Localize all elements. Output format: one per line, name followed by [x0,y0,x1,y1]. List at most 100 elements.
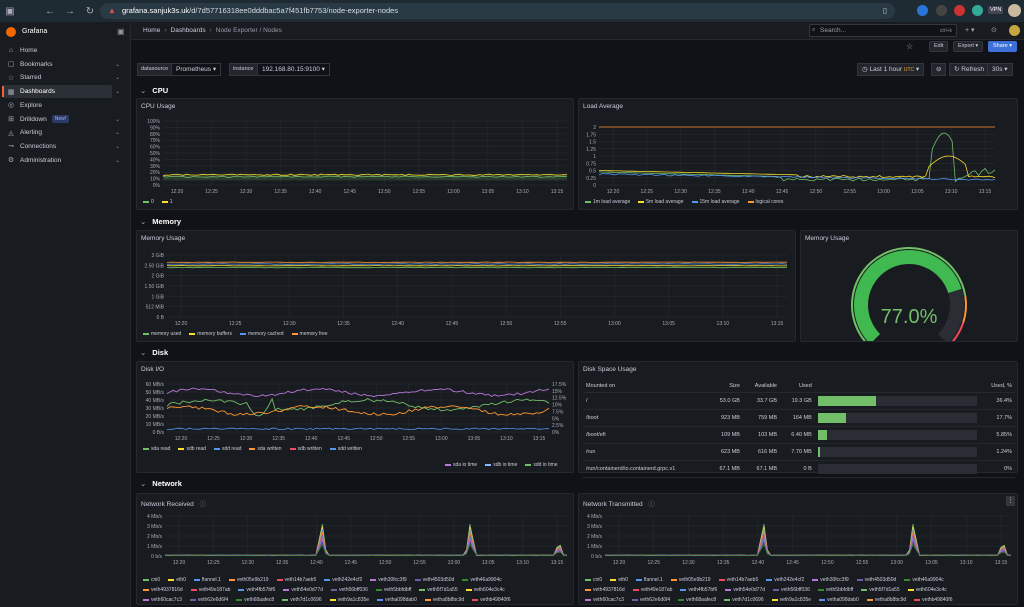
info-icon[interactable]: ⓘ [648,501,655,508]
legend-item[interactable]: memory cached [239,331,284,337]
legend-item[interactable]: veth604e3c4c [465,587,505,593]
legend-item[interactable]: sda written [249,446,282,452]
legend-item[interactable]: veth4937816d [585,587,625,593]
legend-item[interactable]: memory buffers [189,331,232,337]
legend-item[interactable]: 15m load average [691,199,740,205]
chevron-down-icon[interactable]: ⌄ [114,75,120,82]
legend-item[interactable]: 1 [161,199,173,205]
legend-item[interactable]: eth0 [168,577,186,583]
sidebar-item-drilldown[interactable]: ⊞ Drilldown New! ⌄ [2,113,120,126]
legend-item[interactable]: veth46a9904c [462,577,502,583]
legend-item[interactable]: veth14b7aeb5 [718,577,758,583]
sidebar-item-explore[interactable]: ◎ Explore [2,99,112,112]
legend-item[interactable]: sda io time [445,462,477,468]
sidebar-toggle-icon[interactable]: ▣ [5,5,15,17]
legend-item[interactable]: veth49e187ab [632,587,672,593]
cpu-usage-panel[interactable]: CPU Usage 100% 90% 80% 70% 60% 50% 40% 30% 20% 10… [136,98,574,210]
legend-item[interactable]: sdb read [178,446,206,452]
column-header[interactable]: Mounted on [583,380,709,393]
forward-icon[interactable]: → [65,5,75,17]
search-input[interactable]: ⌕ Search... ctrl+k [809,24,957,37]
network-received-panel[interactable]: Network Received ⓘ 4 Mb/s 3 Mb/s 2 Mb/s 1 M… [136,493,574,605]
sidebar-item-alerting[interactable]: ◬ Alerting ⌄ [2,126,120,139]
legend-item[interactable]: veth30fcc3f9 [370,577,407,583]
legend-item[interactable]: 5m load average [638,199,684,205]
sidebar-item-home[interactable]: ⌂ Home [2,44,112,57]
share-button[interactable]: Share ▾ [988,41,1017,52]
legend-item[interactable]: veth54e0d77d [283,587,323,593]
legend-item[interactable]: veth4503d50d [414,577,454,583]
legend-item[interactable]: vethb49840f6 [914,597,952,603]
extension-icon[interactable] [917,5,928,16]
plus-icon[interactable]: + ▾ [965,27,975,34]
legend-item[interactable]: veth62e6d6f4 [189,597,228,603]
legend-item[interactable]: flannel.1 [193,577,221,583]
legend-item[interactable]: veth05e9b219 [670,577,711,583]
address-bar[interactable]: ▲ grafana.sanjuk3s.uk/d/7d57716318ee0ddd… [100,3,895,19]
legend-item[interactable]: veth4937816d [143,587,183,593]
memory-gauge-panel[interactable]: Memory Usage 77.0% [800,230,1018,342]
legend-item[interactable]: flannel.1 [635,577,663,583]
legend-item[interactable]: sdb io time [485,462,517,468]
extension-icon[interactable] [954,5,965,16]
panel-menu-icon[interactable]: ⋮ [1006,496,1015,506]
back-icon[interactable]: ← [45,5,55,17]
datasource-select[interactable]: Prometheus ▾ [171,63,222,76]
sidebar-item-administration[interactable]: ⚙ Administration ⌄ [2,154,120,167]
legend-item[interactable]: veth49e187ab [190,587,230,593]
row-cpu[interactable]: ⌄ CPU [140,86,168,95]
column-header[interactable]: Used [780,380,815,393]
legend-item[interactable]: 0 [143,199,154,205]
chevron-down-icon[interactable]: ⌄ [114,61,120,68]
sidebar-item-dashboards[interactable]: ▦ Dashboards ⌄ [2,85,120,99]
sidebar-item-bookmarks[interactable]: ▢ Bookmarks ⌄ [2,58,120,71]
legend-item[interactable]: sdd io time [525,462,558,468]
edit-button[interactable]: Edit [929,41,949,52]
legend-item[interactable]: veth60cac7c3 [585,597,624,603]
zoom-out-button[interactable]: ⊖ [931,63,947,76]
legend-item[interactable]: veth14b7aeb5 [276,577,316,583]
extension-icon[interactable] [936,5,947,16]
legend-item[interactable]: vetha8b8bc9d [866,597,906,603]
breadcrumb-home[interactable]: Home [143,27,161,34]
legend-item[interactable]: sda read [143,446,170,452]
disk-io-panel[interactable]: Disk I/O 60 MB/s 50 MB/s 40 MB/s 30 MB/s 20 … [136,361,574,473]
legend-item[interactable]: 1m load average [585,199,630,205]
legend-item[interactable]: veth4fb57bf6 [238,587,275,593]
star-icon[interactable]: ☆ [906,42,914,51]
chevron-down-icon[interactable]: ⌄ [114,143,120,150]
sidebar-item-starred[interactable]: ☆ Starred ⌄ [2,71,120,84]
grafana-logo-icon[interactable] [6,27,16,37]
reload-icon[interactable]: ↻ [85,5,95,17]
legend-item[interactable]: veth30fcc3f9 [812,577,849,583]
chevron-down-icon[interactable]: ⌄ [114,130,120,137]
legend-item[interactable]: memory free [291,331,328,337]
legend-item[interactable]: veth56bff036 [773,587,810,593]
legend-item[interactable]: veth7d1c0696 [724,597,764,603]
legend-item[interactable]: sdb written [289,446,322,452]
legend-item[interactable]: veth46a9904c [904,577,944,583]
legend-item[interactable]: vetha098dab0 [819,597,859,603]
column-header[interactable] [814,380,980,393]
column-header[interactable]: Used, % [979,380,1015,393]
legend-item[interactable]: veth9a1c835e [329,597,369,603]
legend-item[interactable]: veth68aafec8 [678,597,716,603]
column-header[interactable]: Size [708,380,743,393]
legend-item[interactable]: cni0 [143,577,160,583]
legend-item[interactable]: veth9a1c835e [771,597,811,603]
legend-item[interactable]: veth62e6d6f4 [631,597,670,603]
legend-item[interactable]: veth05e9b219 [228,577,269,583]
refresh-interval-select[interactable]: 30s ▾ [987,63,1013,76]
help-icon[interactable]: ⊙ [991,27,997,34]
legend-item[interactable]: veth60cac7c3 [143,597,182,603]
legend-item[interactable]: sdd read [213,446,241,452]
legend-item[interactable]: veth5f7d1a55 [419,587,458,593]
column-header[interactable]: Available [742,380,780,393]
user-avatar[interactable] [1009,25,1020,36]
profile-avatar[interactable] [1008,4,1021,17]
breadcrumb-dashboards[interactable]: Dashboards [170,27,206,34]
legend-item[interactable]: veth7d1c0696 [282,597,322,603]
memory-usage-panel[interactable]: Memory Usage 3 GiB 2.50 GiB 2 GiB 1.50 GiB 1… [136,230,796,342]
refresh-button[interactable]: ↻ Refresh [949,63,990,76]
legend-item[interactable]: sdd written [329,446,362,452]
